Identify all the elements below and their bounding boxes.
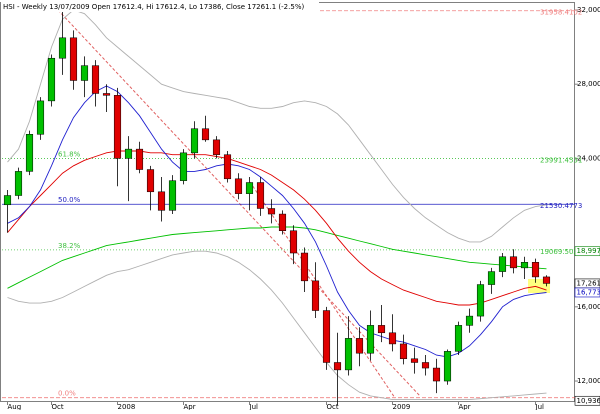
fib-label: 0.0%	[58, 390, 76, 398]
x-tick-label: Apr	[459, 403, 471, 410]
candle-body	[114, 95, 121, 158]
candle-body	[356, 338, 363, 353]
candle-body	[180, 153, 187, 181]
fib-value-label: 23991.4531	[540, 157, 582, 165]
candle-body	[466, 316, 473, 325]
candle-body	[543, 277, 550, 284]
y-tick-label: 28,000	[577, 80, 600, 88]
candle-body	[125, 149, 132, 158]
candle-body	[235, 179, 242, 194]
fib-value-label: 21530.4773	[540, 202, 582, 210]
candle-body	[433, 368, 440, 381]
candle-body	[312, 281, 319, 311]
candle-body	[411, 359, 418, 363]
candle-body	[147, 170, 154, 192]
candle-body	[510, 257, 517, 268]
candle-body	[521, 262, 528, 268]
y-tick-label: 12,000	[577, 377, 600, 385]
candle-body	[169, 181, 176, 211]
candle-body	[81, 66, 88, 81]
x-tick-label: Jul	[249, 403, 259, 410]
candle-body	[389, 333, 396, 344]
price-label: 10,936.3	[577, 397, 600, 405]
candle-body	[15, 171, 22, 195]
x-tick-label: Apr	[184, 403, 196, 410]
x-tick-label: Aug	[8, 403, 22, 410]
candle-body	[532, 262, 539, 277]
candle-body	[136, 149, 143, 169]
candle-body	[378, 325, 385, 332]
fib-label: 61.8%	[58, 151, 81, 159]
candle-body	[202, 129, 209, 140]
y-tick-label: 16,000	[577, 303, 600, 311]
fib-label: 38.2%	[58, 242, 81, 250]
candle-body	[444, 351, 451, 381]
x-tick-label: Oct	[327, 403, 339, 410]
candle-body	[334, 362, 341, 369]
candle-body	[279, 214, 286, 231]
candle-body	[26, 134, 33, 171]
x-tick-label: 2009	[393, 403, 411, 410]
price-label: 17,261.1	[577, 279, 600, 287]
candle-body	[301, 253, 308, 281]
candle-body	[59, 38, 66, 58]
x-tick-label: 2008	[118, 403, 136, 410]
candle-body	[37, 101, 44, 134]
candle-body	[191, 129, 198, 153]
candle-body	[477, 285, 484, 317]
candle-body	[92, 66, 99, 94]
candle-body	[224, 155, 231, 179]
fib-label: 50.0%	[58, 196, 81, 204]
candle-body	[345, 338, 352, 370]
candle-body	[455, 325, 462, 351]
candle-body	[290, 231, 297, 253]
candle-body	[499, 257, 506, 272]
price-label: 18,997.2	[577, 247, 600, 255]
candle-body	[158, 192, 165, 211]
price-label: 16,773	[577, 288, 600, 296]
candle-body	[488, 272, 495, 285]
candle-body	[422, 362, 429, 368]
x-tick-label: Jul	[535, 403, 545, 410]
candle-body	[48, 58, 55, 101]
candle-body	[323, 311, 330, 363]
candle-body	[367, 325, 374, 353]
x-tick-label: Oct	[52, 403, 64, 410]
chart-title: HSI - Weekly 13/07/2009 Open 17612.4, Hi…	[3, 3, 304, 11]
candle-body	[70, 38, 77, 81]
candle-body	[400, 344, 407, 359]
candle-body	[246, 183, 253, 194]
candle-body	[103, 93, 110, 95]
candle-body	[268, 208, 275, 214]
candle-body	[213, 140, 220, 155]
fib-value-label: 31958.4102	[540, 9, 582, 17]
candle-body	[257, 183, 264, 209]
candle-body	[4, 196, 11, 205]
